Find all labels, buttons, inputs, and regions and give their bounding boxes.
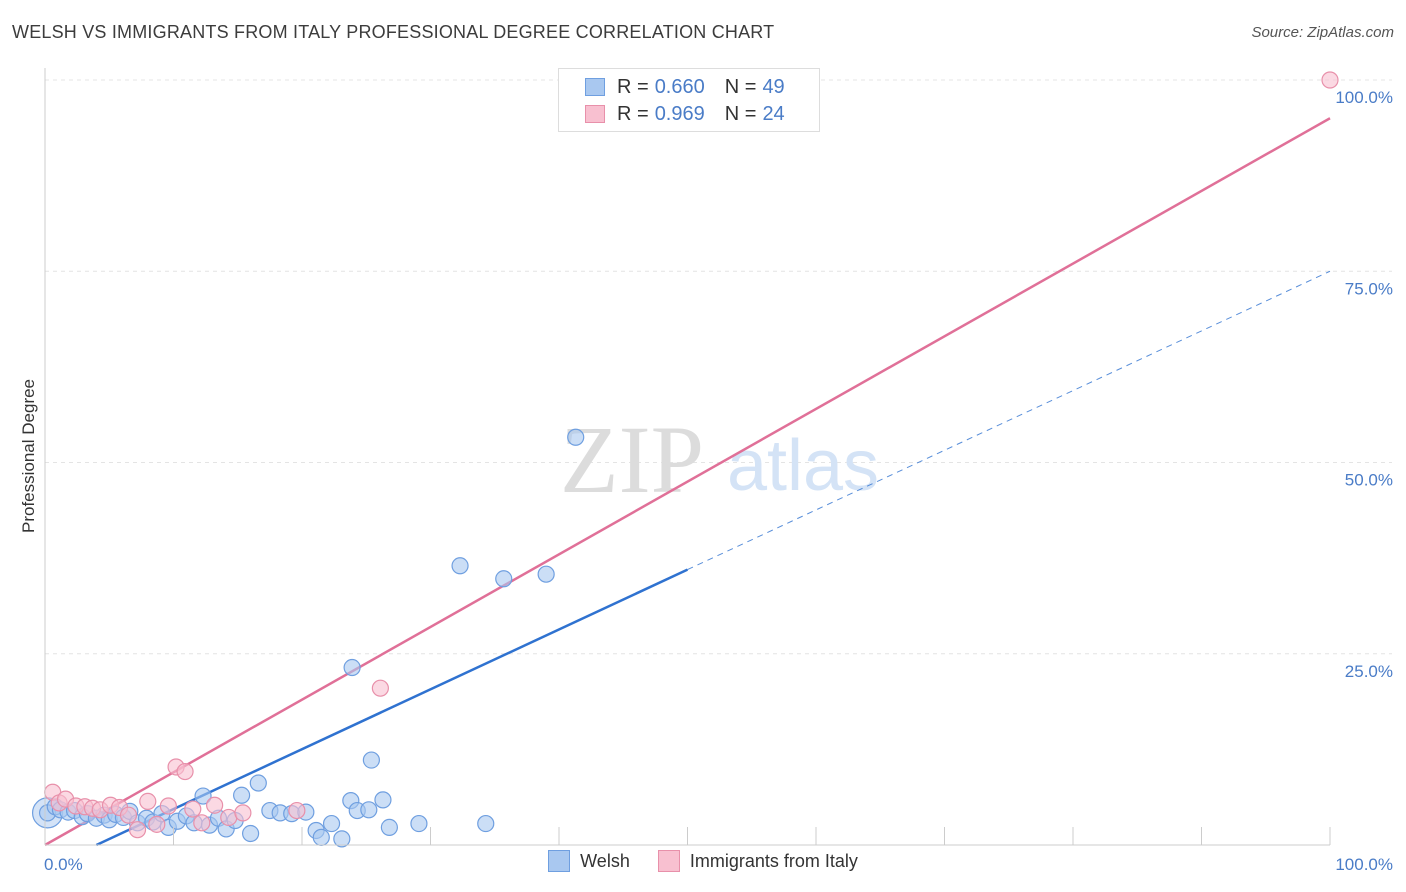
data-point-italy bbox=[234, 804, 252, 822]
watermark-zip: ZIP bbox=[560, 406, 704, 513]
legend-r-value: 0.969 bbox=[654, 102, 705, 125]
data-point-welsh bbox=[537, 565, 555, 583]
data-point-welsh bbox=[410, 814, 428, 833]
data-point-welsh bbox=[451, 557, 469, 575]
data-point-welsh bbox=[495, 570, 513, 588]
legend-swatch-italy bbox=[585, 105, 605, 123]
source-label: Source: ZipAtlas.com bbox=[1251, 24, 1394, 41]
data-point-welsh bbox=[333, 830, 351, 848]
y-tick-label: 75.0% bbox=[1345, 279, 1393, 298]
data-point-italy bbox=[176, 762, 194, 781]
correlation-legend: R = 0.660 N = 49 R = 0.969 N = 24 bbox=[558, 68, 820, 132]
chart-title: WELSH VS IMMIGRANTS FROM ITALY PROFESSIO… bbox=[12, 22, 775, 42]
data-point-welsh bbox=[374, 791, 392, 809]
data-point-welsh bbox=[312, 828, 330, 846]
trend-line-welsh bbox=[95, 568, 689, 847]
data-point-italy bbox=[1321, 71, 1339, 89]
trend-line-italy bbox=[44, 117, 1331, 847]
data-point-welsh bbox=[380, 818, 398, 837]
legend-row-welsh: R = 0.660 N = 49 bbox=[585, 74, 791, 100]
data-point-italy bbox=[128, 821, 147, 839]
data-point-italy bbox=[148, 815, 166, 833]
data-point-welsh bbox=[477, 814, 495, 833]
legend-r-label: R = bbox=[617, 102, 649, 125]
data-point-italy bbox=[371, 679, 389, 697]
data-point-italy bbox=[119, 806, 138, 824]
data-point-italy bbox=[159, 797, 177, 815]
data-point-welsh bbox=[249, 774, 267, 792]
data-point-italy bbox=[139, 792, 157, 810]
data-point-italy bbox=[184, 800, 202, 818]
y-tick-label: 100.0% bbox=[1335, 88, 1393, 107]
series-swatch-italy bbox=[657, 850, 680, 872]
legend-swatch-welsh bbox=[585, 78, 605, 96]
y-axis-title: Professional Degree bbox=[19, 379, 38, 533]
data-point-welsh bbox=[362, 751, 380, 769]
trend-lines bbox=[44, 117, 1331, 847]
legend-n-label: N = bbox=[724, 75, 757, 98]
data-point-welsh bbox=[194, 787, 212, 805]
series-label-welsh: Welsh bbox=[580, 850, 630, 871]
data-points bbox=[31, 71, 1339, 848]
y-tick-label: 50.0% bbox=[1345, 471, 1393, 490]
axes: 25.0% 50.0% 75.0% 100.0% 0.0% 100.0% bbox=[44, 68, 1393, 874]
x-tick-label: 100.0% bbox=[1335, 855, 1393, 874]
series-legend: Welsh Immigrants from Italy bbox=[0, 850, 1406, 872]
series-label-italy: Immigrants from Italy bbox=[689, 850, 858, 871]
series-legend-welsh[interactable]: Welsh bbox=[548, 850, 630, 872]
data-point-welsh bbox=[242, 824, 260, 843]
legend-r-value: 0.660 bbox=[654, 75, 705, 98]
watermark-atlas: atlas bbox=[727, 426, 879, 506]
y-tick-label: 25.0% bbox=[1345, 662, 1393, 681]
data-point-italy bbox=[206, 796, 224, 814]
legend-n-value: 24 bbox=[762, 102, 785, 125]
legend-r-label: R = bbox=[617, 75, 649, 98]
legend-n-label: N = bbox=[724, 102, 757, 125]
legend-n-value: 49 bbox=[762, 75, 785, 98]
trend-extension-welsh bbox=[687, 270, 1331, 571]
data-point-welsh bbox=[343, 658, 361, 677]
series-legend-italy[interactable]: Immigrants from Italy bbox=[657, 850, 858, 872]
data-point-welsh bbox=[567, 428, 585, 446]
series-swatch-welsh bbox=[548, 850, 571, 872]
data-point-welsh bbox=[233, 786, 251, 804]
data-point-welsh bbox=[322, 814, 341, 833]
data-point-italy bbox=[193, 814, 211, 832]
legend-row-italy: R = 0.969 N = 24 bbox=[585, 101, 791, 127]
data-point-italy bbox=[288, 801, 306, 820]
gridlines bbox=[45, 79, 1392, 655]
x-tick-label: 0.0% bbox=[44, 855, 83, 874]
data-point-welsh bbox=[360, 801, 378, 819]
